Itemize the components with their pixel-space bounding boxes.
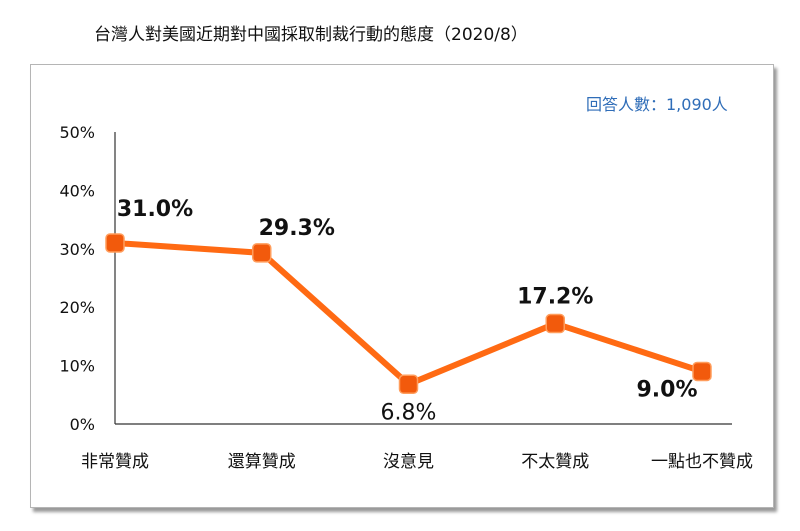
data-label: 29.3% [259, 216, 335, 241]
chart-title: 台灣人對美國近期對中國採取制裁行動的態度（2020/8） [94, 25, 528, 45]
data-point-marker [252, 243, 272, 263]
data-label: 31.0% [117, 197, 193, 222]
data-label: 6.8% [381, 400, 437, 425]
data-point-marker [692, 361, 712, 382]
y-tick-label: 50% [59, 123, 95, 142]
data-label: 17.2% [517, 285, 593, 310]
y-tick-label: 0% [70, 415, 95, 434]
y-tick-label: 30% [59, 240, 95, 259]
x-category-label: 不太贊成 [521, 452, 589, 472]
data-point-marker [105, 233, 125, 253]
series-line [112, 239, 705, 388]
x-category-label: 還算贊成 [228, 452, 296, 472]
y-tick-label: 10% [59, 357, 95, 376]
respondents-note: 回答人數：1,090人 [586, 95, 728, 114]
chart-frame [30, 64, 774, 508]
x-category-label: 一點也不贊成 [651, 452, 753, 472]
y-tick-label: 20% [59, 298, 95, 317]
x-category-label: 沒意見 [383, 452, 434, 472]
data-label: 9.0% [636, 377, 697, 402]
data-point-marker [545, 313, 565, 334]
x-category-label: 非常贊成 [81, 452, 149, 472]
data-point-marker [398, 374, 419, 395]
y-tick-label: 40% [59, 181, 95, 200]
